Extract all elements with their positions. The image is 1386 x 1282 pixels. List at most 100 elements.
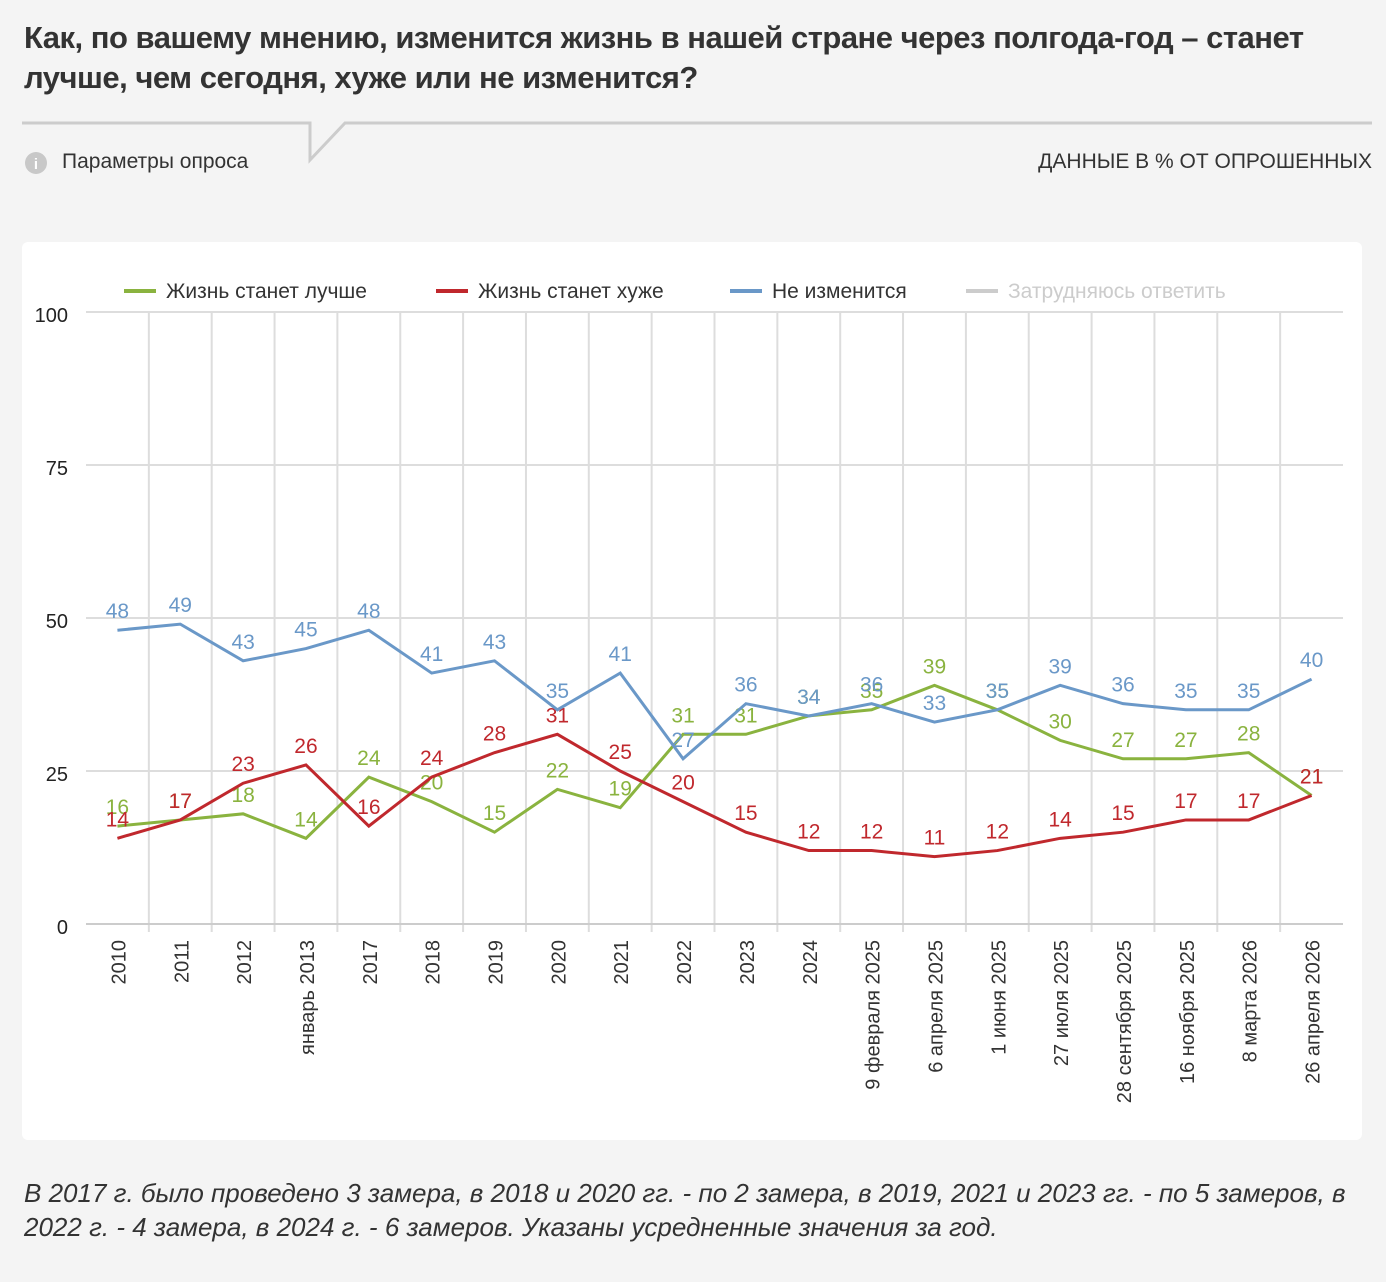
legend-label: Жизнь станет хуже (478, 280, 664, 303)
data-label: 26 (294, 735, 317, 758)
data-label: 36 (860, 674, 883, 697)
data-label: 17 (1174, 790, 1197, 813)
header-divider (22, 121, 1372, 164)
x-tick-label: 16 ноября 2025 (1177, 940, 1199, 1084)
legend-label: Затрудняюсь ответить (1008, 280, 1226, 303)
data-label: 11 (924, 827, 946, 850)
data-label: 18 (231, 784, 254, 807)
data-label: 30 (1048, 710, 1071, 733)
data-label: 36 (1111, 674, 1134, 697)
y-tick-label: 75 (46, 458, 68, 480)
data-label: 17 (169, 790, 192, 813)
data-label: 41 (420, 643, 443, 666)
units-note: ДАННЫЕ В % ОТ ОПРОШЕННЫХ (1038, 150, 1372, 173)
data-label: 21 (1300, 765, 1323, 788)
x-tick-label: 9 февраля 2025 (863, 940, 885, 1090)
x-tick-label: 27 июля 2025 (1051, 940, 1073, 1066)
info-icon[interactable] (25, 152, 47, 174)
data-label: 39 (1048, 655, 1071, 678)
data-label: 43 (483, 631, 506, 654)
data-label: 16 (106, 796, 129, 819)
data-label: 17 (1237, 790, 1260, 813)
data-label: 35 (1237, 680, 1260, 703)
data-label: 20 (420, 772, 443, 795)
legend-label: Не изменится (772, 280, 907, 303)
data-label: 35 (546, 680, 569, 703)
x-tick-label: 2017 (360, 940, 382, 985)
data-label: 15 (734, 802, 757, 825)
data-label: 20 (671, 772, 694, 795)
data-label: 43 (231, 631, 254, 654)
x-tick-label: январь 2013 (297, 940, 319, 1055)
chart-panel (22, 242, 1362, 1140)
data-label: 19 (609, 778, 632, 801)
x-tick-label: 8 марта 2026 (1240, 940, 1262, 1062)
data-label: 24 (420, 747, 444, 770)
x-tick-label: 2010 (108, 940, 130, 985)
series-line (117, 732, 1313, 859)
data-label: 25 (609, 741, 632, 764)
y-tick-label: 100 (35, 305, 68, 327)
data-label: 28 (483, 723, 506, 746)
data-label: 35 (986, 680, 1009, 703)
data-label: 41 (609, 643, 632, 666)
data-label: 22 (546, 759, 569, 782)
x-tick-label: 2021 (611, 940, 633, 985)
x-tick-label: 2019 (486, 940, 508, 985)
data-label: 48 (357, 600, 380, 623)
footnote: В 2017 г. было проведено 3 замера, в 201… (24, 1178, 1346, 1242)
data-label: 24 (357, 747, 381, 770)
x-tick-label: 2011 (171, 940, 193, 983)
series-line (117, 683, 1313, 841)
data-label: 35 (986, 680, 1009, 703)
x-tick-label: 2018 (423, 940, 445, 985)
data-label: 12 (860, 821, 883, 844)
data-label: 15 (483, 802, 506, 825)
data-label: 12 (986, 821, 1009, 844)
x-tick-label: 2020 (548, 940, 570, 985)
data-label: 14 (106, 808, 130, 831)
x-tick-label: 2024 (800, 940, 822, 985)
chart-title: Как, по вашему мнению, изменится жизнь в… (24, 20, 1304, 95)
x-tick-label: 2012 (234, 940, 256, 985)
y-tick-label: 25 (46, 764, 68, 786)
data-label: 31 (546, 704, 569, 727)
data-label: 33 (923, 692, 946, 715)
survey-params[interactable]: Параметры опроса (62, 150, 249, 173)
x-tick-label: 28 сентября 2025 (1114, 940, 1136, 1103)
data-label: 27 (1174, 729, 1197, 752)
data-label: 49 (169, 594, 192, 617)
x-tick-label: 6 апреля 2025 (925, 940, 947, 1073)
y-tick-label: 0 (57, 917, 68, 939)
data-label: 27 (671, 729, 694, 752)
data-label: 16 (357, 796, 380, 819)
legend-label: Жизнь станет лучше (166, 280, 367, 303)
data-label: 14 (1048, 808, 1072, 831)
data-label: 27 (1111, 729, 1134, 752)
data-label: 35 (860, 680, 883, 703)
data-label: 12 (797, 821, 820, 844)
data-label: 14 (294, 808, 318, 831)
data-label: 21 (1300, 765, 1323, 788)
data-label: 34 (797, 686, 821, 709)
data-label: 17 (169, 790, 192, 813)
x-tick-label: 26 апреля 2026 (1303, 940, 1325, 1084)
x-tick-label: 2022 (674, 940, 696, 985)
data-label: 31 (734, 704, 757, 727)
y-tick-label: 50 (46, 611, 68, 633)
data-label: 40 (1300, 649, 1323, 672)
data-label: 15 (1111, 802, 1134, 825)
data-label: 36 (734, 674, 757, 697)
data-label: 35 (1174, 680, 1197, 703)
data-label: 34 (797, 686, 821, 709)
x-tick-label: 1 июня 2025 (988, 940, 1010, 1055)
data-label: 48 (106, 600, 129, 623)
x-tick-label: 2023 (737, 940, 759, 985)
data-label: 23 (231, 753, 254, 776)
series-line (117, 622, 1313, 761)
data-label: 31 (671, 704, 694, 727)
data-label: 39 (923, 655, 946, 678)
data-label: 28 (1237, 723, 1260, 746)
